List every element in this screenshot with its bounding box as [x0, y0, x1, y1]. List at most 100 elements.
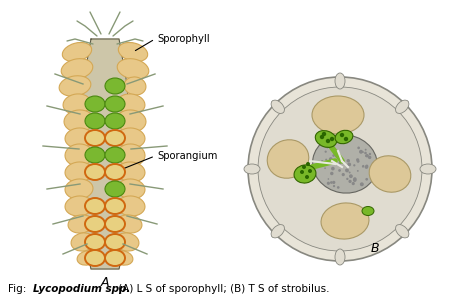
Circle shape [334, 139, 337, 142]
Ellipse shape [312, 135, 377, 193]
Ellipse shape [77, 251, 97, 265]
Circle shape [373, 162, 375, 164]
Circle shape [359, 150, 363, 154]
Circle shape [328, 178, 329, 180]
Circle shape [353, 178, 356, 182]
Circle shape [353, 177, 356, 181]
Ellipse shape [117, 196, 145, 216]
Circle shape [321, 160, 323, 163]
Ellipse shape [85, 198, 105, 214]
Ellipse shape [85, 216, 105, 232]
Ellipse shape [85, 130, 105, 146]
Ellipse shape [271, 100, 284, 113]
Ellipse shape [396, 100, 409, 113]
Ellipse shape [105, 147, 125, 163]
Ellipse shape [335, 249, 345, 265]
Ellipse shape [117, 94, 145, 114]
Circle shape [357, 170, 359, 172]
Ellipse shape [65, 162, 93, 182]
Ellipse shape [271, 225, 284, 238]
Circle shape [305, 175, 309, 179]
Circle shape [365, 178, 368, 181]
Ellipse shape [396, 225, 409, 238]
Circle shape [306, 162, 310, 166]
Text: Fig:: Fig: [8, 284, 29, 294]
Circle shape [332, 181, 336, 184]
Ellipse shape [85, 113, 105, 129]
Ellipse shape [113, 251, 133, 265]
Circle shape [333, 161, 335, 162]
Circle shape [346, 169, 348, 171]
Circle shape [364, 152, 367, 154]
Circle shape [368, 156, 371, 159]
Text: A: A [101, 275, 109, 288]
Circle shape [330, 181, 333, 184]
Ellipse shape [105, 96, 125, 112]
Circle shape [357, 147, 360, 149]
Circle shape [327, 147, 328, 148]
Ellipse shape [369, 156, 411, 192]
Ellipse shape [244, 164, 260, 174]
Circle shape [365, 149, 366, 151]
Circle shape [336, 154, 339, 157]
Circle shape [344, 137, 348, 141]
Ellipse shape [63, 94, 91, 114]
Ellipse shape [294, 165, 316, 183]
Circle shape [362, 151, 364, 153]
Circle shape [337, 186, 339, 189]
Ellipse shape [65, 144, 93, 166]
Ellipse shape [85, 164, 105, 180]
Ellipse shape [65, 196, 93, 216]
Ellipse shape [59, 76, 91, 96]
Circle shape [335, 154, 338, 158]
Circle shape [352, 182, 355, 185]
Circle shape [327, 182, 330, 185]
Circle shape [365, 155, 367, 157]
Ellipse shape [85, 96, 105, 112]
Text: (A) L S of sporophyll; (B) T S of strobilus.: (A) L S of sporophyll; (B) T S of strobi… [115, 284, 329, 294]
Ellipse shape [117, 179, 145, 199]
Ellipse shape [68, 215, 94, 233]
Ellipse shape [116, 110, 146, 132]
Circle shape [366, 154, 368, 157]
Circle shape [339, 139, 343, 142]
Ellipse shape [105, 164, 125, 180]
Circle shape [369, 153, 371, 155]
Ellipse shape [124, 77, 146, 95]
Ellipse shape [65, 179, 93, 199]
Circle shape [356, 160, 360, 163]
Ellipse shape [105, 216, 125, 232]
Circle shape [365, 165, 368, 169]
Ellipse shape [321, 203, 369, 239]
Ellipse shape [315, 131, 337, 147]
Ellipse shape [115, 233, 139, 251]
Ellipse shape [117, 144, 145, 166]
Ellipse shape [420, 164, 436, 174]
Ellipse shape [85, 147, 105, 163]
Circle shape [360, 182, 364, 186]
Circle shape [362, 165, 365, 167]
Circle shape [349, 174, 353, 178]
Circle shape [365, 164, 368, 168]
Circle shape [326, 139, 330, 143]
Circle shape [365, 154, 369, 157]
Ellipse shape [105, 113, 125, 129]
Circle shape [329, 157, 333, 161]
Circle shape [340, 159, 342, 160]
Circle shape [258, 87, 422, 251]
Circle shape [330, 172, 334, 175]
Ellipse shape [61, 59, 93, 79]
Circle shape [362, 165, 364, 168]
Circle shape [302, 165, 306, 169]
Circle shape [345, 168, 349, 172]
Ellipse shape [117, 59, 149, 79]
Circle shape [340, 133, 344, 137]
Text: Sporangium: Sporangium [157, 151, 218, 161]
Ellipse shape [312, 96, 364, 134]
Ellipse shape [335, 73, 345, 89]
Circle shape [349, 171, 351, 174]
Ellipse shape [71, 233, 95, 251]
Text: B: B [371, 243, 379, 255]
Ellipse shape [105, 250, 125, 266]
Ellipse shape [105, 234, 125, 250]
